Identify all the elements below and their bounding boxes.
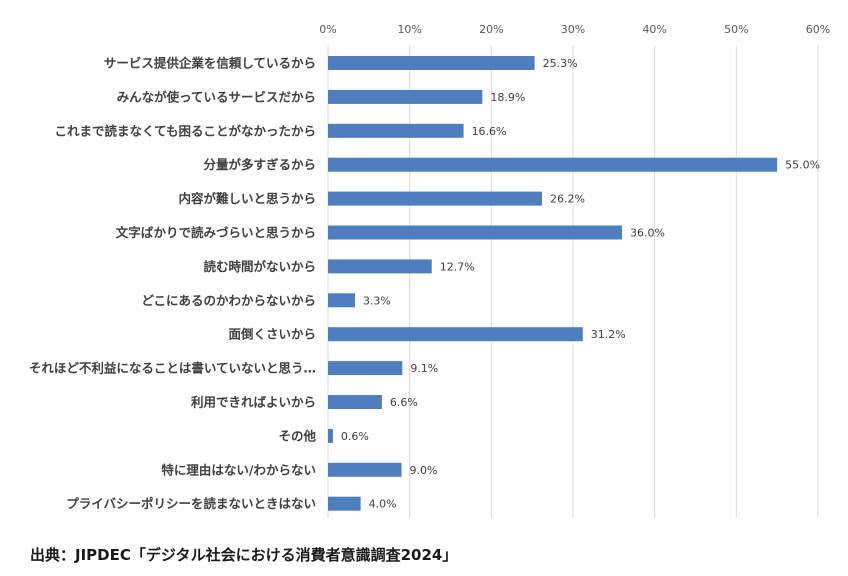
value-label: 16.6% — [472, 125, 507, 138]
x-tick-label: 60% — [806, 23, 830, 36]
value-label: 25.3% — [543, 57, 578, 70]
x-axis-ticks: 0% 10% 20% 30% 40% 50% 60% — [319, 23, 830, 36]
category-label: それほど不利益になることは書いていないと思う… — [29, 361, 316, 376]
bar — [328, 395, 382, 409]
bars — [328, 56, 778, 511]
bar — [328, 496, 361, 511]
category-label: プライバシーポリシーを読まないときはない — [66, 496, 316, 511]
value-label: 4.0% — [369, 498, 397, 511]
value-label: 55.0% — [785, 159, 820, 172]
x-tick-label: 40% — [642, 23, 666, 36]
bar-chart: 0% 10% 20% 30% 40% 50% 60% サービス提供企業を信頼しているからみん… — [29, 23, 830, 518]
value-label: 9.0% — [410, 464, 438, 477]
category-labels: サービス提供企業を信頼しているからみんなが使っているサービスだからこれまで読まな… — [29, 56, 317, 512]
value-label: 3.3% — [363, 294, 391, 307]
x-tick-label: 20% — [479, 23, 503, 36]
bar — [328, 428, 333, 443]
value-label: 18.9% — [490, 91, 525, 104]
value-label: 36.0% — [630, 227, 665, 240]
value-label: 9.1% — [410, 362, 438, 375]
category-label: 文字ばかりで読みづらいと思うから — [116, 225, 316, 240]
category-label: 分量が多すぎるから — [203, 157, 316, 172]
x-tick-label: 30% — [561, 23, 585, 36]
category-label: サービス提供企業を信頼しているから — [104, 56, 316, 71]
bar — [328, 361, 403, 376]
bar — [328, 259, 432, 274]
value-label: 12.7% — [440, 260, 475, 273]
bar — [328, 293, 355, 308]
bar — [328, 327, 583, 342]
bar — [328, 191, 542, 206]
category-label: 読む時間がないから — [203, 259, 316, 274]
category-label: 特に理由はない/わからない — [161, 462, 316, 477]
category-label: 面倒くさいから — [228, 327, 316, 342]
x-tick-label: 50% — [724, 23, 748, 36]
bar — [328, 56, 535, 70]
bar — [328, 225, 622, 240]
category-label: その他 — [278, 428, 316, 443]
gridlines — [327, 46, 819, 518]
category-label: どこにあるのかわからないから — [141, 293, 316, 308]
bar — [328, 157, 778, 172]
value-label: 6.6% — [390, 396, 418, 409]
x-tick-label: 0% — [319, 23, 336, 36]
category-label: 利用できればよいから — [191, 395, 316, 410]
x-tick-label: 10% — [397, 23, 421, 36]
value-label: 31.2% — [591, 328, 626, 341]
category-label: みんなが使っているサービスだから — [117, 89, 316, 104]
source-caption: 出典：JIPDEC「デジタル社会における消費者意識調査2024」 — [30, 546, 458, 564]
bar — [328, 123, 464, 138]
category-label: 内容が難しいと思うから — [178, 191, 316, 206]
value-labels: 25.3% 18.9% 16.6% 55.0% 26.2% 36.0% 12.7% 3.3% 3… — [341, 57, 820, 511]
category-label: これまで読まなくても困ることがなかったから — [54, 123, 316, 138]
value-label: 0.6% — [341, 430, 369, 443]
bar — [328, 89, 483, 104]
bar — [328, 462, 402, 477]
value-label: 26.2% — [550, 193, 585, 206]
